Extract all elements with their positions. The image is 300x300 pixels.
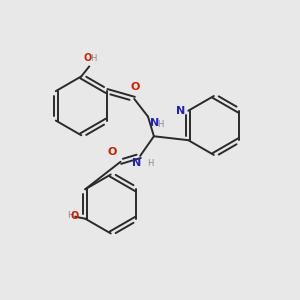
- Text: O: O: [108, 147, 117, 157]
- Text: O: O: [83, 52, 92, 63]
- Text: H: H: [157, 120, 163, 129]
- Text: N: N: [176, 106, 185, 116]
- Text: N: N: [150, 118, 159, 128]
- Text: O: O: [130, 82, 140, 92]
- Text: N: N: [132, 158, 141, 168]
- Text: O: O: [70, 211, 78, 221]
- Text: H: H: [67, 211, 74, 220]
- Text: H: H: [147, 159, 153, 168]
- Text: H: H: [90, 54, 97, 63]
